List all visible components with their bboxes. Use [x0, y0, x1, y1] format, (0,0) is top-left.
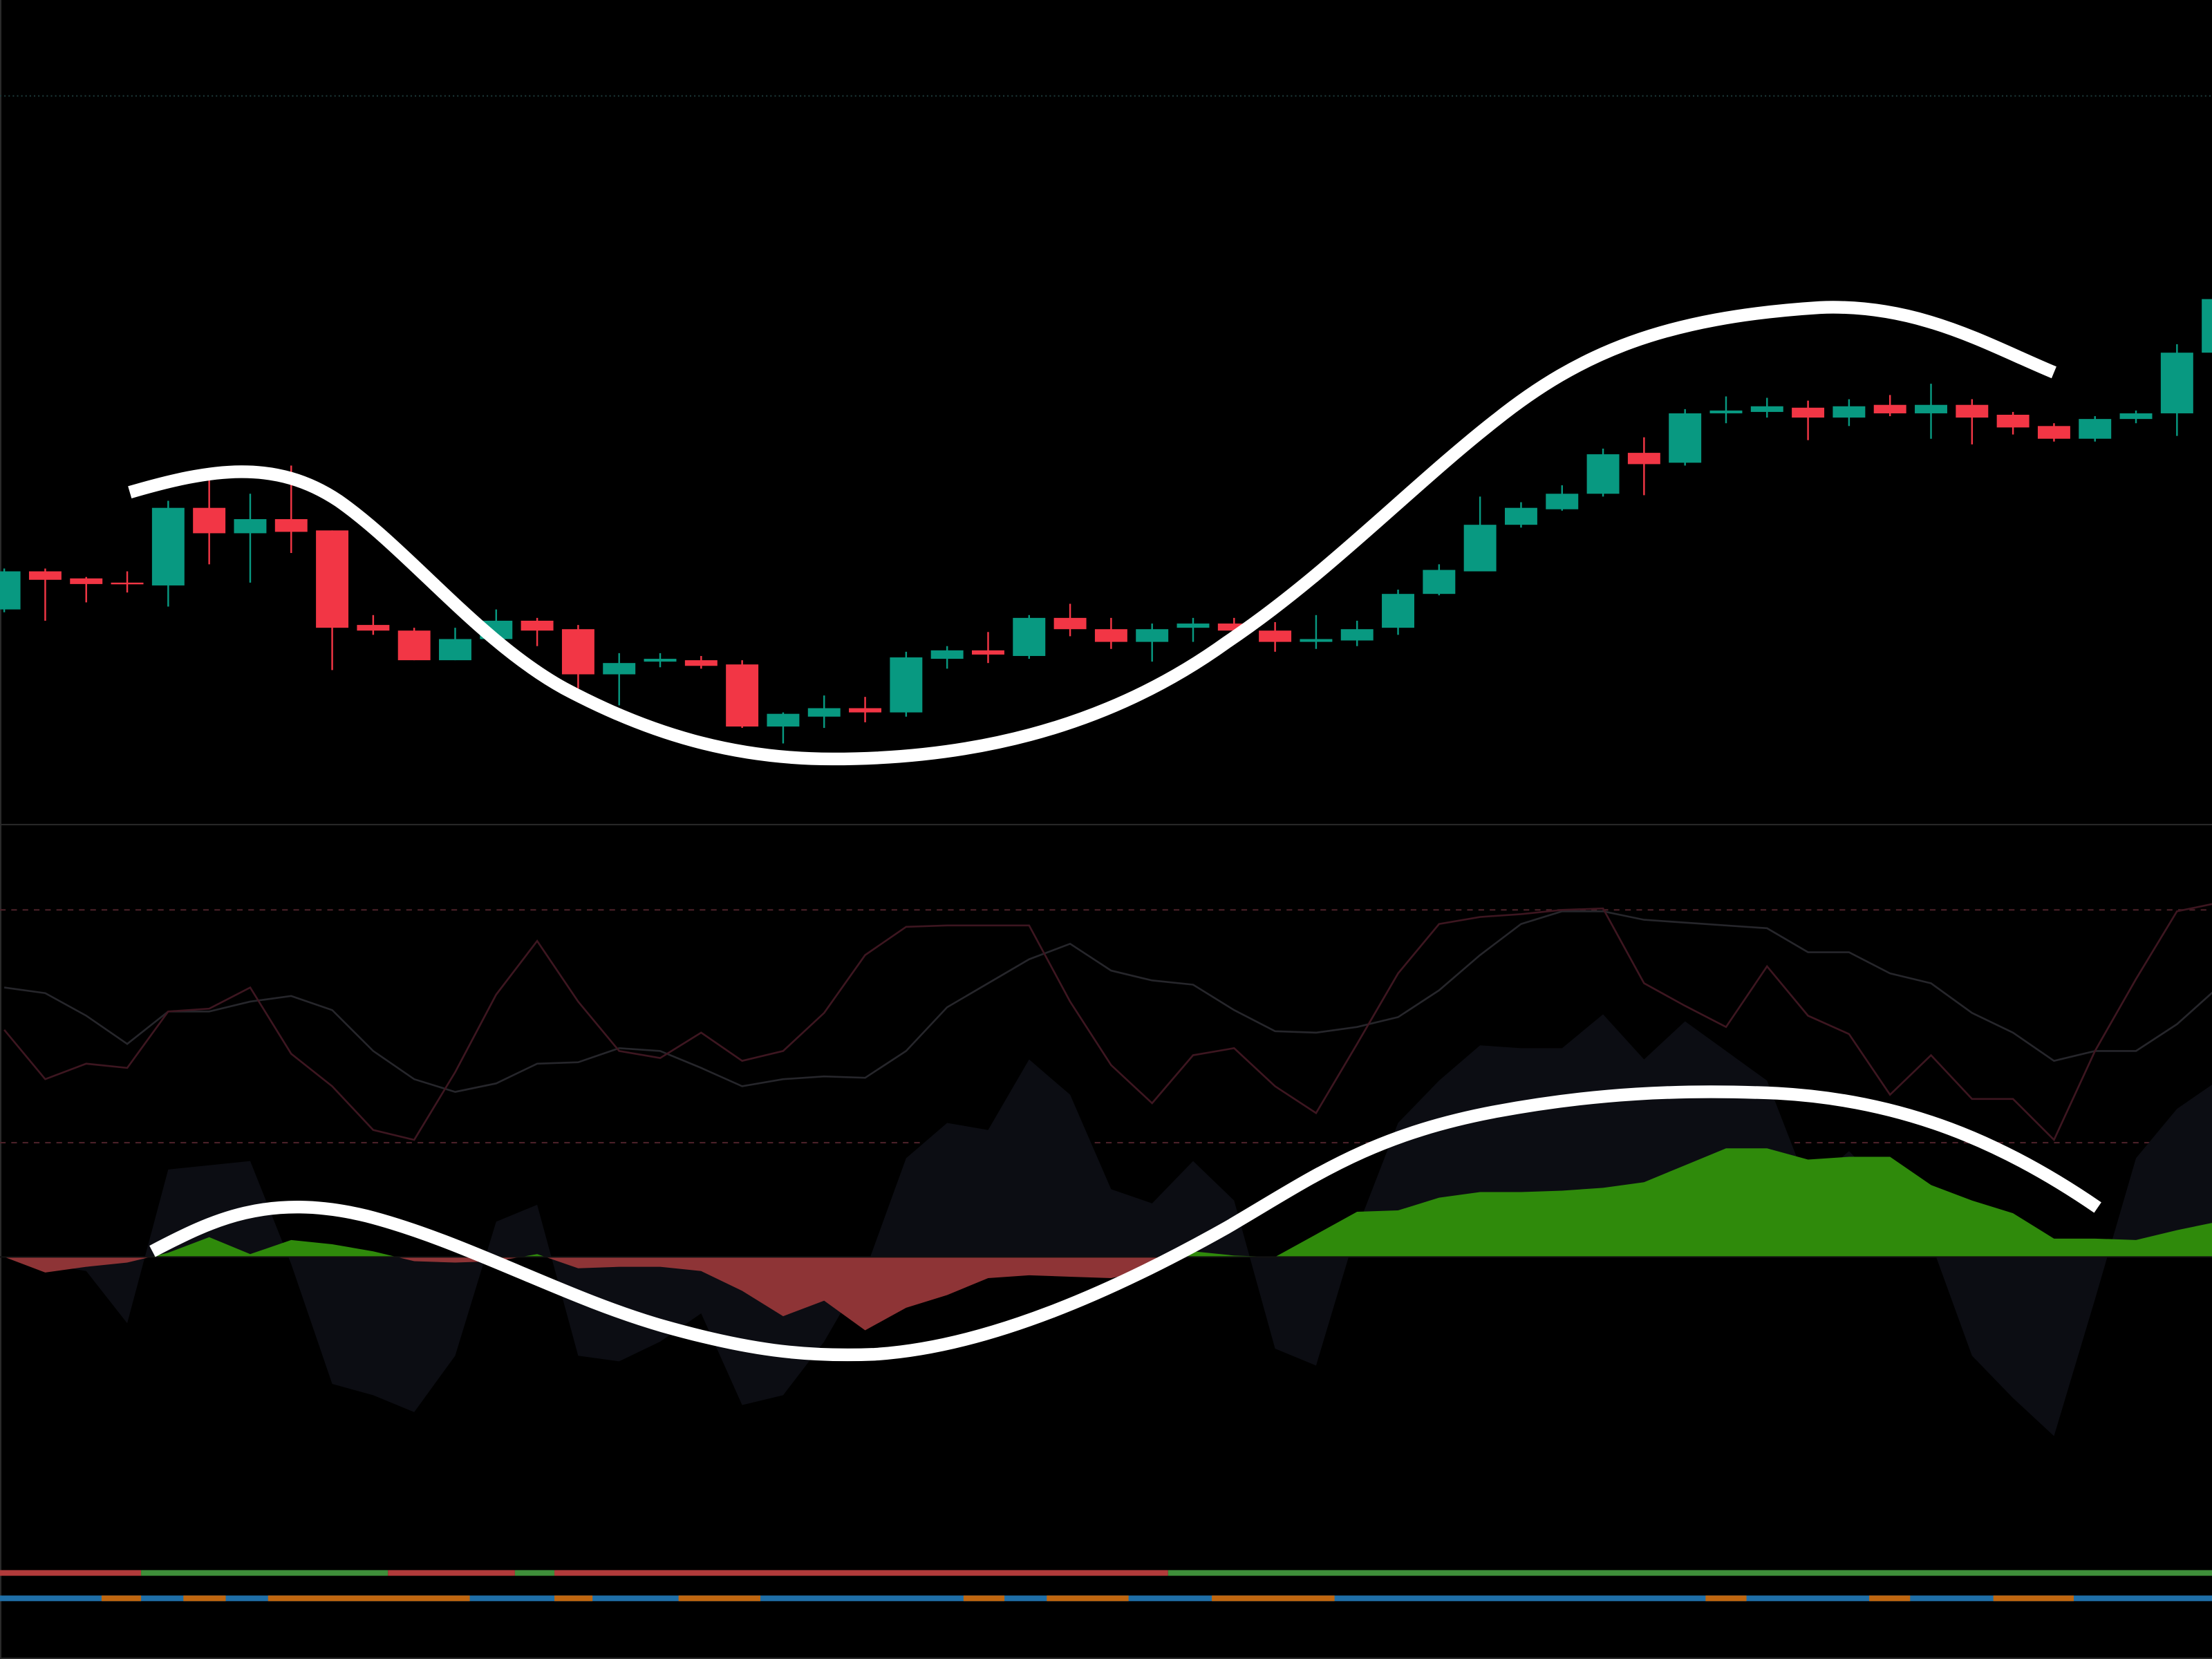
status-segment: [183, 1595, 226, 1602]
candle-body: [1504, 507, 1537, 525]
oscillator-pane: [0, 903, 2212, 1436]
status-segment: [0, 1570, 142, 1576]
candle-body: [28, 571, 62, 580]
candle-body: [1996, 415, 2030, 428]
candle-body: [274, 519, 308, 532]
candle-body: [111, 582, 144, 585]
status-segment: [1168, 1570, 2212, 1576]
status-segment: [388, 1570, 515, 1576]
candle-body: [2202, 299, 2212, 353]
price-pane: [0, 95, 2212, 744]
candle-body: [1873, 404, 1906, 413]
status-segment: [1212, 1595, 1335, 1602]
candle-body: [1627, 453, 1660, 465]
candle-body: [561, 629, 594, 675]
candle-body: [1382, 594, 1414, 628]
candle-body: [1217, 624, 1250, 631]
area: [4, 1148, 2212, 1331]
candle-body: [1956, 404, 1989, 418]
candle-body: [1833, 406, 1866, 418]
candle-body: [644, 659, 677, 662]
candle-body: [603, 663, 636, 675]
status-segment: [141, 1570, 388, 1576]
drawn-curve: [128, 301, 2056, 766]
candle-body: [807, 708, 841, 717]
candle-body: [1013, 617, 1046, 656]
line: [3, 910, 2212, 1093]
status-segment: [514, 1570, 555, 1576]
candle-body: [1259, 630, 1292, 642]
candle-body: [1423, 570, 1456, 594]
candle-body: [684, 660, 718, 666]
candle-body: [972, 650, 1004, 655]
status-segment: [554, 1595, 593, 1602]
candle-body: [1177, 624, 1210, 628]
candle-body: [1300, 639, 1333, 642]
candle-body: [2119, 413, 2153, 420]
candle-body: [1463, 525, 1497, 572]
candle-body: [234, 519, 267, 534]
candle-body: [1340, 629, 1374, 641]
candle-body: [521, 620, 554, 631]
status-segment: [101, 1595, 142, 1602]
candle-body: [767, 713, 800, 727]
status-strips: [0, 1570, 2212, 1602]
status-segment: [1047, 1595, 1129, 1602]
candle-body: [193, 507, 226, 534]
candle-body: [0, 571, 21, 610]
status-segment: [554, 1570, 1168, 1576]
candle-body: [1546, 494, 1579, 509]
candle-body: [2037, 426, 2070, 439]
candle-body: [1750, 406, 1783, 412]
candle-body: [1709, 410, 1743, 413]
status-segment: [1869, 1595, 1911, 1602]
line: [3, 903, 2212, 1142]
candle-body: [1669, 413, 1702, 463]
status-segment: [1993, 1595, 2074, 1602]
status-segment: [1705, 1595, 1747, 1602]
status-segment: [963, 1595, 1005, 1602]
candle-body: [726, 664, 759, 727]
candle-body: [357, 625, 390, 631]
candle-body: [1792, 407, 1825, 418]
candle-body: [890, 657, 923, 713]
status-segment: [678, 1595, 760, 1602]
candle-body: [1586, 454, 1620, 494]
candle-body: [1915, 404, 1947, 413]
candle-body: [1053, 617, 1087, 630]
candle-body: [930, 650, 964, 659]
candle-body: [70, 578, 103, 584]
candle-body: [439, 639, 471, 661]
area: [4, 1014, 2212, 1436]
drawn-curve: [149, 1085, 2101, 1362]
candle-body: [1136, 629, 1169, 642]
candle-body: [1094, 629, 1127, 642]
candle-body: [316, 530, 349, 628]
candle-body: [2079, 419, 2112, 439]
candle-body: [2160, 353, 2193, 413]
candle-body: [397, 630, 431, 661]
candle-body: [849, 708, 882, 713]
candle-body: [151, 507, 185, 585]
status-segment: [268, 1595, 470, 1602]
